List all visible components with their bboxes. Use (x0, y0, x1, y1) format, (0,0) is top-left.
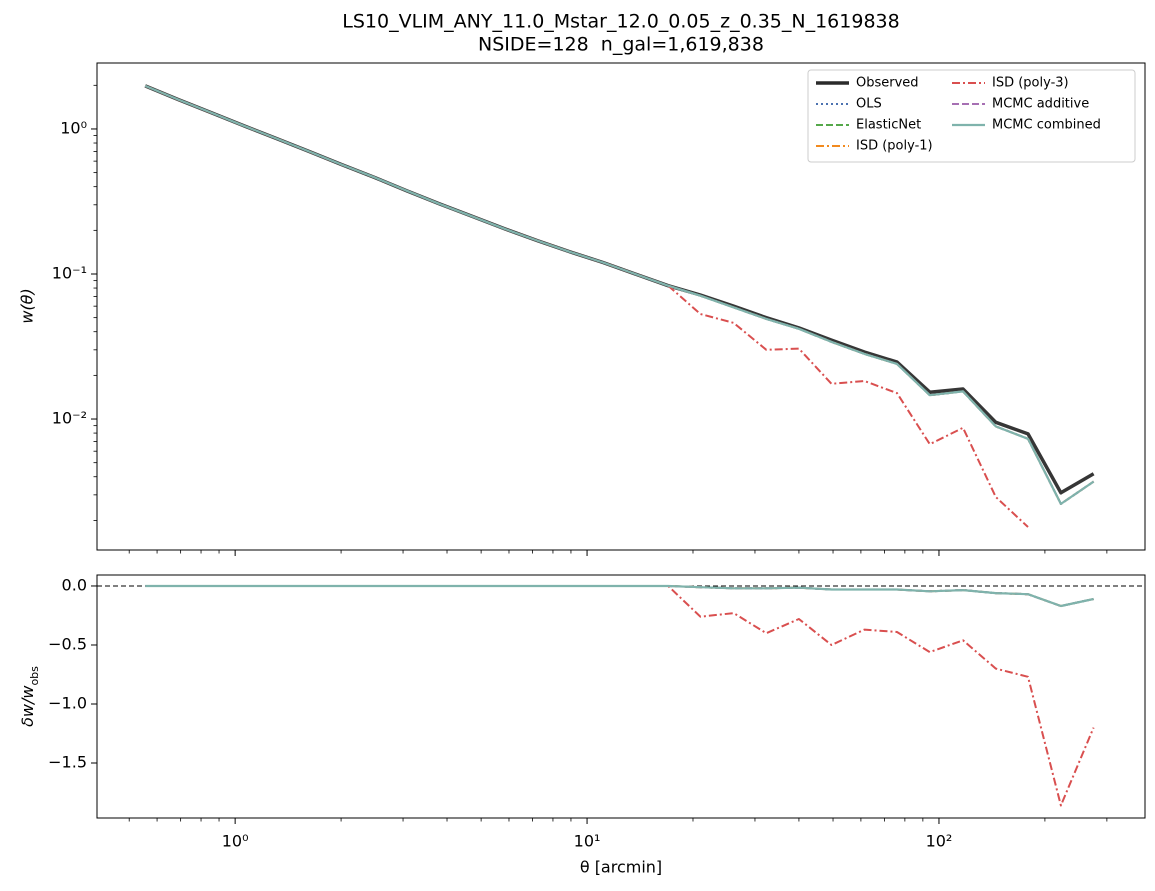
plot-frame (96, 62, 1146, 551)
legend-label: ElasticNet (856, 118, 921, 133)
series-line (144, 84, 1095, 505)
y-axis-label-main: δw/w (18, 685, 37, 727)
y-tick-label: 10⁰ (60, 118, 87, 137)
x-tick-label: 10² (926, 832, 953, 851)
legend-label: Observed (856, 76, 919, 91)
legend-label: MCMC additive (992, 97, 1089, 112)
x-tick-label: 10⁰ (222, 832, 249, 851)
plot-frame (96, 574, 1146, 819)
chart-title: LS10_VLIM_ANY_11.0_Mstar_12.0_0.05_z_0.3… (342, 11, 899, 33)
y-tick-label: −0.5 (48, 634, 87, 653)
y-tick-label: 10⁻² (52, 409, 87, 428)
y-tick-label: 0.0 (62, 575, 87, 594)
y-tick-label: −1.0 (48, 693, 87, 712)
y-axis-label: δw/wobs (18, 666, 41, 727)
legend-label: ISD (poly-3) (992, 76, 1069, 91)
legend-label: ISD (poly-1) (856, 139, 933, 154)
x-axis-label: θ [arcmin] (580, 858, 662, 877)
x-tick-label: 10¹ (574, 832, 601, 851)
y-axis-label-sub: obs (28, 666, 41, 686)
legend-label: OLS (856, 97, 882, 112)
y-tick-label: −1.5 (48, 753, 87, 772)
legend-label: MCMC combined (992, 118, 1101, 133)
series-line (145, 584, 1094, 608)
y-tick-label: 10⁻¹ (52, 263, 87, 282)
chart-subtitle: NSIDE=128 n_gal=1,619,838 (478, 34, 764, 56)
y-axis-label: w(θ) (18, 288, 37, 323)
legend-box (807, 69, 1136, 163)
